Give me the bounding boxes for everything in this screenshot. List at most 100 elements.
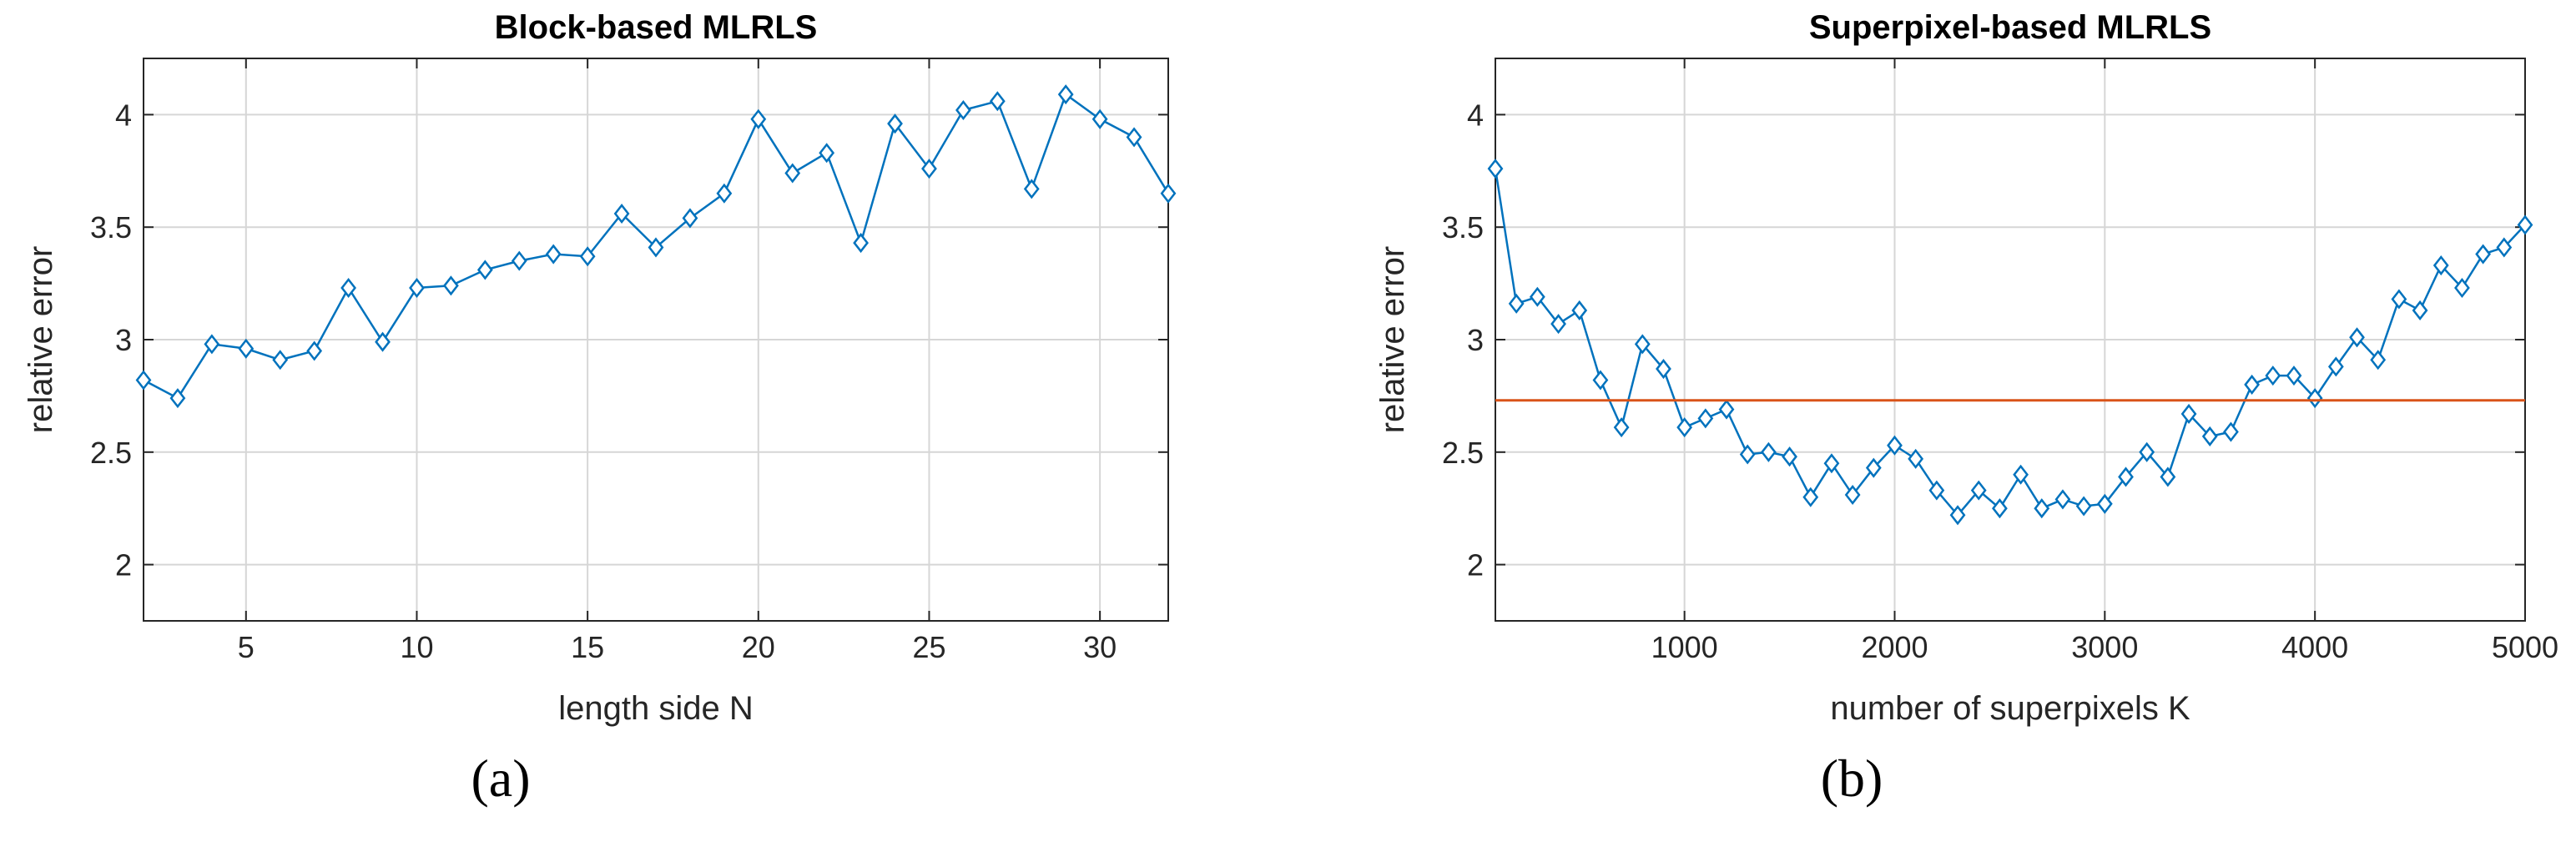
data-point (1057, 84, 1074, 105)
data-point (2475, 244, 2492, 265)
data-point (1949, 505, 1966, 526)
data-point (2054, 489, 2071, 510)
y-tick-label: 2 (1467, 548, 1484, 582)
panel-label-a: (a) (471, 749, 531, 808)
data-point (1970, 480, 1987, 501)
data-point (2013, 464, 2029, 485)
chart-superpixel-based: 1000 2000 3000 4000 5000 2 2.5 3 3.5 4 Superpixel-… (1374, 9, 2558, 727)
data-point (955, 99, 971, 121)
data-point (1613, 417, 1630, 438)
y-tick-label: 3 (115, 323, 132, 357)
y-tick-label: 3.5 (1442, 210, 1484, 245)
data-point (1571, 300, 1588, 320)
data-point (306, 340, 323, 361)
data-point (1508, 293, 1525, 314)
y-axis-label: relative error (23, 246, 59, 434)
data-point (2139, 441, 2155, 462)
data-point (1928, 480, 1945, 501)
data-point (1091, 108, 1108, 129)
data-point (2223, 421, 2239, 442)
chart-title: Superpixel-based MLRLS (1809, 9, 2211, 46)
data-point (1592, 370, 1609, 391)
data-point (716, 183, 733, 204)
data-point (2412, 300, 2428, 320)
data-point (1160, 183, 1177, 204)
data-point (1823, 453, 1840, 474)
data-point (2034, 498, 2050, 519)
data-point (2075, 496, 2092, 517)
data-point (2160, 466, 2176, 487)
data-point (204, 334, 220, 355)
data-point (579, 246, 596, 267)
data-point (1487, 159, 1504, 179)
x-tick-label: 3000 (2071, 630, 2138, 664)
x-tick-label: 15 (571, 630, 604, 664)
data-point (169, 388, 186, 409)
data-point (272, 350, 289, 371)
data-point (2096, 493, 2113, 514)
data-point (921, 159, 937, 179)
x-axis-label: length side N (558, 690, 753, 727)
data-point (1126, 127, 1142, 148)
data-point (1844, 484, 1861, 506)
data-point (2201, 426, 2218, 446)
chart-block-based: 5 10 15 20 25 30 2 2.5 3 3.5 4 Block-based MLRLS len… (23, 9, 1177, 727)
data-point (2349, 327, 2365, 348)
data-point (613, 203, 630, 224)
data-point (1634, 334, 1651, 355)
data-point (648, 237, 664, 258)
data-point (2496, 237, 2513, 258)
data-point (443, 275, 459, 296)
data-point (1865, 457, 1882, 478)
data-point (2244, 374, 2260, 395)
x-tick-label: 2000 (1861, 630, 1928, 664)
data-point (2180, 403, 2197, 425)
data-point (819, 143, 835, 164)
y-tick-label: 3.5 (90, 210, 132, 245)
x-tick-label: 4000 (2281, 630, 2348, 664)
data-point (750, 108, 767, 129)
data-point (784, 163, 801, 184)
data-point (1697, 408, 1714, 429)
x-tick-label: 5 (238, 630, 255, 664)
y-axis-label: relative error (1374, 246, 1411, 434)
data-point (476, 260, 493, 280)
x-tick-label: 30 (1083, 630, 1117, 664)
x-tick-label: 10 (400, 630, 433, 664)
data-point (135, 370, 152, 391)
y-tick-label: 3 (1467, 323, 1484, 357)
data-point (2286, 366, 2302, 386)
data-point (1908, 448, 1924, 469)
data-point (340, 277, 356, 299)
data-point (2118, 466, 2134, 487)
y-tick-label: 4 (115, 98, 132, 132)
data-point (887, 113, 903, 134)
data-point (1023, 179, 1040, 199)
data-point (2306, 388, 2323, 409)
data-point (2517, 214, 2533, 235)
x-tick-label: 5000 (2492, 630, 2558, 664)
data-point (409, 277, 425, 299)
data-point (1718, 399, 1735, 420)
data-point (1676, 417, 1693, 438)
data-point (2265, 366, 2281, 386)
data-point (1782, 446, 1797, 467)
data-point (1887, 435, 1903, 456)
data-point (2327, 356, 2344, 377)
y-tick-label: 4 (1467, 98, 1484, 132)
data-point (1761, 441, 1777, 462)
data-point (853, 233, 869, 254)
data-point (1656, 359, 1671, 380)
data-point (989, 91, 1006, 112)
x-axis-label: number of superpixels K (1830, 690, 2190, 727)
data-point (1529, 286, 1545, 307)
x-tick-label: 25 (912, 630, 945, 664)
data-point (2391, 289, 2407, 310)
y-tick-label: 2 (115, 548, 132, 582)
panel-label-b: (b) (1820, 749, 1883, 808)
data-point (1802, 487, 1819, 507)
data-point (2432, 255, 2449, 276)
chart-title: Block-based MLRLS (495, 9, 818, 46)
data-point (545, 244, 562, 265)
data-point (682, 208, 698, 229)
